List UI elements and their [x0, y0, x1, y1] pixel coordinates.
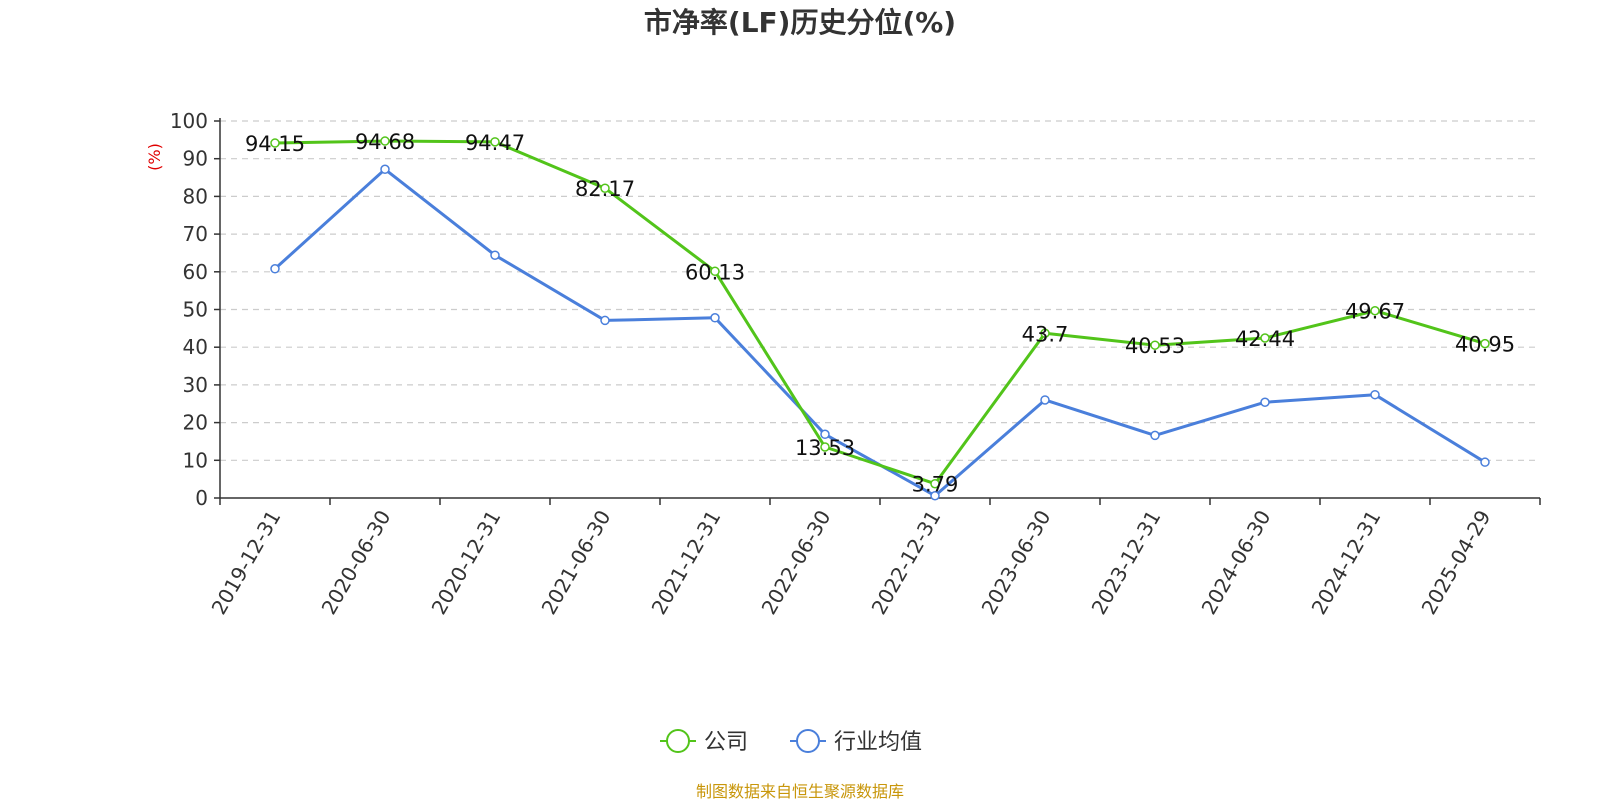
series-0-point-9: [1260, 333, 1270, 343]
data-label-3: 82.17: [575, 177, 635, 201]
series-1-point-8: [1150, 430, 1160, 441]
series-0-point-6: [930, 478, 940, 489]
series-0-point-2: [490, 137, 500, 147]
series-1-point-11: [1480, 457, 1490, 467]
series-0-point-8: [1150, 340, 1160, 350]
y-tick-label-40: 40: [183, 335, 208, 359]
series-0-point-7: [1040, 328, 1050, 339]
data-labels: 94.15 94.68 94.47 82.17 60.13 13.53 3.79 43.7 40…: [245, 130, 1515, 497]
x-tick-label-2022-12-31: 2022-12-31: [866, 506, 945, 619]
legend-marker-0: [666, 729, 690, 753]
y-tick-label-10: 10: [183, 448, 208, 472]
data-label-7: 43.7: [1022, 322, 1069, 346]
data-label-6: 3.79: [912, 473, 959, 497]
series-1-point-10: [1370, 389, 1380, 400]
x-tick-label-2020-06-30: 2020-06-30: [316, 506, 395, 619]
data-label-9: 42.44: [1235, 327, 1295, 351]
y-tick-label-100: 100: [170, 109, 208, 133]
series-0-point-0: [270, 138, 280, 148]
series-line-0: [273, 139, 1487, 486]
data-source-note: 制图数据来自恒生聚源数据库: [696, 782, 904, 800]
axes: 0 10 20 30 40 50 60 70 80 90 100 2019-12-31 2020-06-…: [170, 109, 1541, 619]
x-tick-label-2024-12-31: 2024-12-31: [1306, 506, 1385, 619]
series-0-point-5: [820, 442, 830, 452]
x-tick-label-2023-06-30: 2023-06-30: [976, 506, 1055, 619]
y-axis-label: (%): [145, 143, 164, 171]
series-0-point-10: [1370, 305, 1380, 316]
x-tick-label-2020-12-31: 2020-12-31: [426, 506, 505, 619]
series-1-point-3: [600, 315, 610, 326]
y-tick-label-20: 20: [183, 411, 208, 435]
series-0-point-4: [710, 266, 720, 277]
data-label-2: 94.47: [465, 131, 525, 155]
data-label-10: 49.67: [1345, 300, 1405, 324]
series-0-point-3: [600, 183, 610, 193]
y-tick-label-50: 50: [183, 298, 208, 322]
y-tick-label-70: 70: [183, 222, 208, 246]
series-1-point-7: [1040, 395, 1050, 405]
data-label-1: 94.68: [355, 130, 415, 154]
series-1-point-4: [710, 313, 720, 323]
data-label-5: 13.53: [795, 436, 855, 460]
series-layer: [270, 136, 1490, 501]
legend-item-0: 公司: [660, 729, 748, 755]
data-label-8: 40.53: [1125, 334, 1185, 358]
series-0-point-1: [380, 136, 390, 146]
y-tick-label-30: 30: [183, 373, 208, 397]
x-tick-label-2023-12-31: 2023-12-31: [1086, 506, 1165, 619]
series-0-point-11: [1480, 338, 1490, 349]
x-tick-label-2025-04-29: 2025-04-29: [1416, 506, 1495, 619]
y-tick-label-0: 0: [195, 486, 208, 510]
x-tick-label-2021-12-31: 2021-12-31: [646, 506, 725, 619]
legend-item-1: 行业均值: [790, 729, 922, 755]
legend-label-0: 公司: [704, 730, 748, 755]
y-tick-label-90: 90: [183, 147, 208, 171]
y-tick-label-80: 80: [183, 184, 208, 208]
x-tick-label-2021-06-30: 2021-06-30: [536, 506, 615, 619]
x-tick-label-2022-06-30: 2022-06-30: [756, 506, 835, 619]
data-label-4: 60.13: [685, 260, 745, 284]
legend-label-1: 行业均值: [834, 730, 922, 755]
series-1-point-5: [820, 429, 830, 440]
series-1-point-1: [380, 164, 390, 175]
x-tick-label-2019-12-31: 2019-12-31: [206, 506, 285, 619]
legend-marker-1: [796, 729, 820, 753]
series-line-1: [273, 167, 1487, 498]
x-tick-label-2024-06-30: 2024-06-30: [1196, 506, 1275, 619]
series-1-point-2: [490, 250, 500, 260]
series-1-point-9: [1260, 397, 1270, 407]
grid-lines: [220, 120, 1540, 461]
y-tick-label-60: 60: [183, 260, 208, 284]
series-1-point-6: [930, 490, 940, 501]
data-label-0: 94.15: [245, 132, 305, 156]
series-1-point-0: [270, 264, 280, 274]
data-label-11: 40.95: [1455, 333, 1515, 357]
legend: 公司 行业均值: [660, 729, 922, 755]
chart-title: 市净率(LF)历史分位(%): [644, 6, 956, 39]
